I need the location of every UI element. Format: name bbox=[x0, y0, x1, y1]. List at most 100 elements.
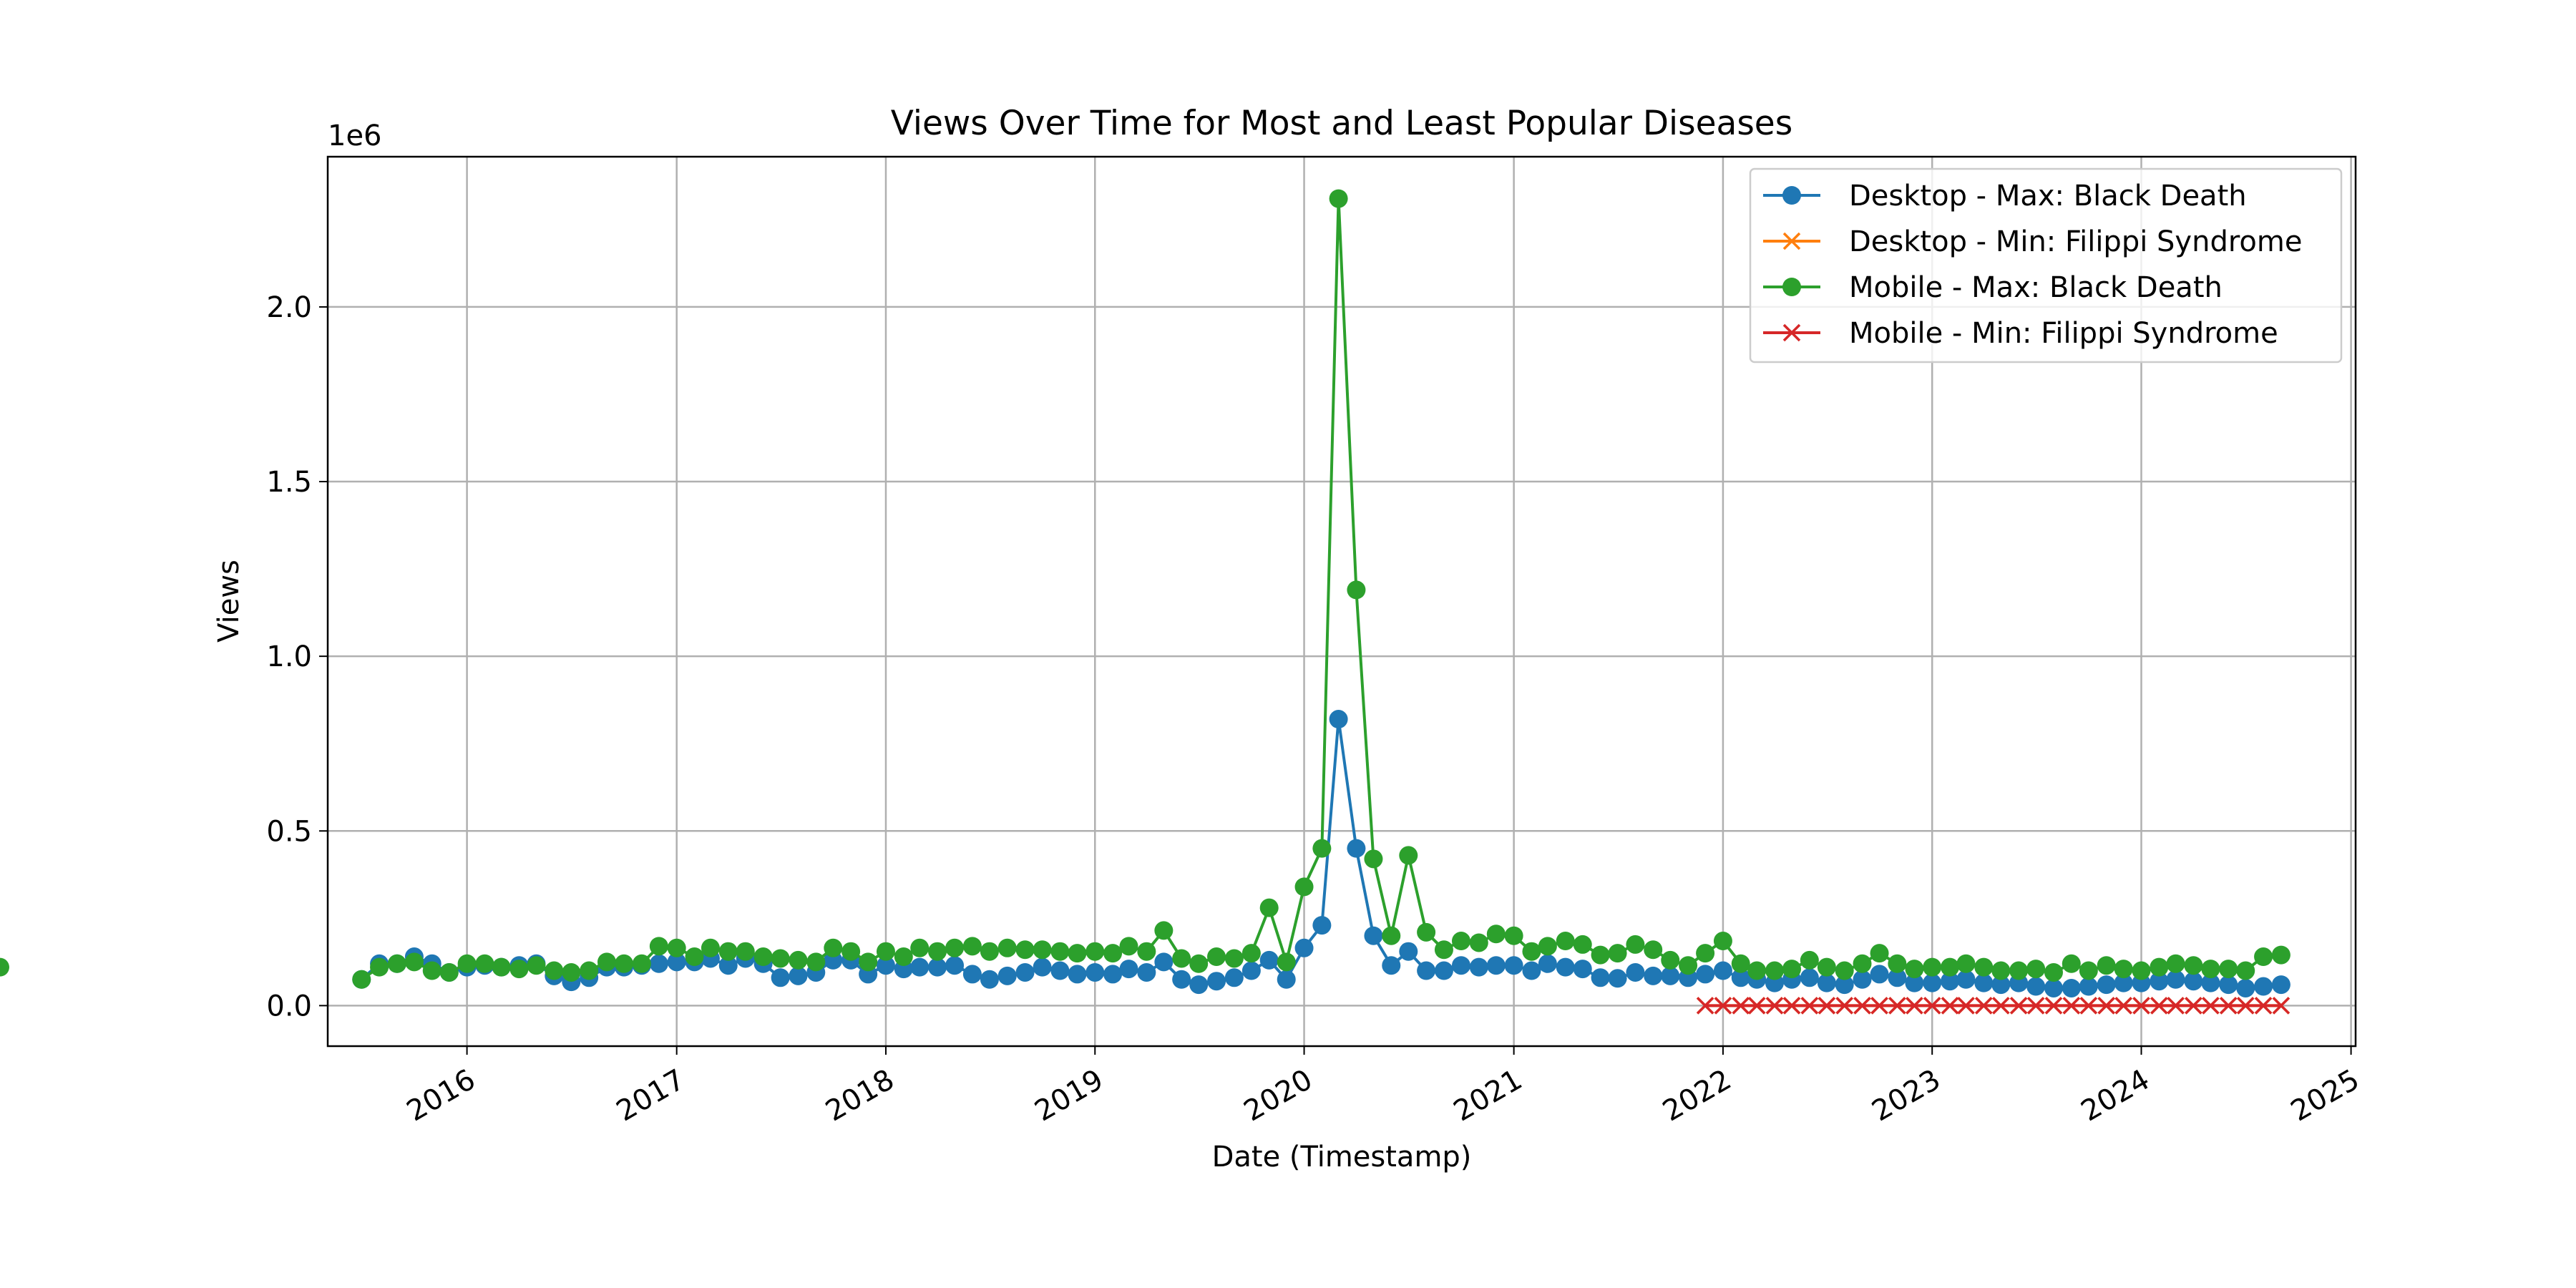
legend-entry: Mobile - Min: Filippi Syndrome bbox=[1763, 317, 2278, 350]
data-point bbox=[2009, 997, 2028, 1015]
data-point bbox=[1364, 849, 1383, 869]
data-point bbox=[2044, 997, 2063, 1015]
data-point bbox=[545, 961, 564, 980]
data-point bbox=[2237, 997, 2255, 1015]
data-point bbox=[649, 954, 668, 973]
legend-label: Mobile - Min: Filippi Syndrome bbox=[1849, 317, 2278, 350]
data-point bbox=[1765, 961, 1784, 980]
data-point bbox=[1172, 970, 1191, 989]
data-point bbox=[1992, 997, 2010, 1015]
data-point bbox=[1974, 957, 1994, 977]
data-point bbox=[1119, 937, 1138, 956]
y-axis-ticks: 0.0 0.5 1.0 1.5 2.0 bbox=[266, 291, 328, 1023]
data-point bbox=[580, 961, 599, 980]
data-point bbox=[649, 937, 668, 956]
data-point bbox=[1818, 997, 1836, 1015]
data-point bbox=[2114, 973, 2133, 992]
legend-marker bbox=[1782, 232, 1801, 250]
data-point bbox=[1556, 957, 1575, 977]
data-point bbox=[1853, 954, 1872, 973]
data-point bbox=[876, 942, 895, 961]
data-point bbox=[2271, 975, 2290, 995]
data-point bbox=[1486, 956, 1506, 975]
data-point bbox=[1905, 960, 1924, 979]
data-point bbox=[1451, 932, 1470, 951]
data-point bbox=[1696, 965, 1715, 984]
data-point bbox=[1312, 916, 1332, 935]
data-point bbox=[1713, 932, 1732, 951]
data-point bbox=[2166, 970, 2185, 989]
data-point bbox=[1714, 997, 1732, 1015]
data-point bbox=[1731, 954, 1750, 973]
data-point bbox=[1661, 966, 1680, 985]
legend-entry: Desktop - Min: Filippi Syndrome bbox=[1763, 225, 2302, 258]
data-point bbox=[1800, 950, 1819, 970]
data-point bbox=[928, 942, 947, 961]
data-point bbox=[439, 962, 459, 982]
data-point bbox=[1224, 949, 1244, 968]
data-point bbox=[1644, 940, 1663, 960]
data-point bbox=[1835, 997, 1853, 1015]
data-point bbox=[2254, 947, 2273, 967]
data-point bbox=[2026, 960, 2046, 979]
data-point bbox=[1033, 957, 1052, 977]
data-point bbox=[2254, 997, 2273, 1015]
data-point bbox=[2150, 972, 2169, 991]
y-axis-label: Views bbox=[213, 560, 245, 643]
data-point bbox=[1974, 973, 1994, 992]
data-point bbox=[1835, 961, 1854, 980]
y-tick-label: 0.0 bbox=[266, 990, 312, 1023]
data-point bbox=[1923, 973, 1942, 992]
data-point bbox=[1154, 952, 1174, 972]
data-point bbox=[736, 942, 755, 961]
data-point bbox=[2026, 997, 2045, 1015]
data-point bbox=[1800, 968, 1819, 987]
data-point bbox=[1241, 961, 1261, 980]
data-point bbox=[1068, 965, 1087, 984]
data-point bbox=[1696, 944, 1715, 963]
data-point bbox=[1434, 940, 1453, 960]
data-point bbox=[1905, 973, 1924, 992]
data-point bbox=[1103, 965, 1123, 984]
data-point bbox=[492, 957, 511, 977]
legend-label: Desktop - Min: Filippi Syndrome bbox=[1849, 225, 2302, 258]
data-point bbox=[1870, 997, 1888, 1015]
data-point bbox=[1137, 962, 1156, 982]
data-point bbox=[2271, 945, 2290, 965]
data-point bbox=[2184, 972, 2203, 991]
series-3 bbox=[1696, 997, 2290, 1015]
data-point bbox=[1417, 961, 1436, 980]
data-point bbox=[1538, 937, 1557, 956]
series-2 bbox=[0, 189, 2290, 989]
data-point bbox=[2272, 997, 2290, 1015]
data-point bbox=[1504, 956, 1523, 975]
data-point bbox=[2201, 960, 2220, 979]
data-point bbox=[1189, 975, 1209, 995]
data-point bbox=[2150, 957, 2169, 977]
data-point bbox=[2079, 961, 2098, 980]
data-point bbox=[1312, 839, 1332, 858]
data-point bbox=[2044, 978, 2063, 997]
data-point bbox=[2166, 954, 2185, 973]
data-point bbox=[1259, 898, 1279, 917]
data-point bbox=[1957, 997, 1975, 1015]
x-axis-label: Date (Timestamp) bbox=[1212, 1141, 1472, 1174]
data-point bbox=[2254, 977, 2273, 996]
data-point bbox=[457, 954, 477, 973]
data-point bbox=[1696, 997, 1714, 1015]
data-point bbox=[1573, 960, 1592, 979]
data-point bbox=[2132, 997, 2150, 1015]
data-point bbox=[980, 942, 999, 961]
legend-label: Desktop - Max: Black Death bbox=[1849, 180, 2247, 213]
legend-marker bbox=[1782, 323, 1801, 342]
data-point bbox=[2062, 997, 2081, 1015]
data-point bbox=[2097, 956, 2116, 975]
data-point bbox=[1713, 961, 1732, 980]
data-point bbox=[1119, 960, 1138, 979]
legend: Desktop - Max: Black Death Desktop - Min:… bbox=[1749, 167, 2343, 364]
data-point bbox=[1068, 944, 1087, 963]
data-point bbox=[1765, 997, 1784, 1015]
y-axis-offset-text: 1e6 bbox=[328, 119, 382, 152]
data-point bbox=[2219, 975, 2238, 995]
data-point bbox=[1329, 710, 1348, 729]
